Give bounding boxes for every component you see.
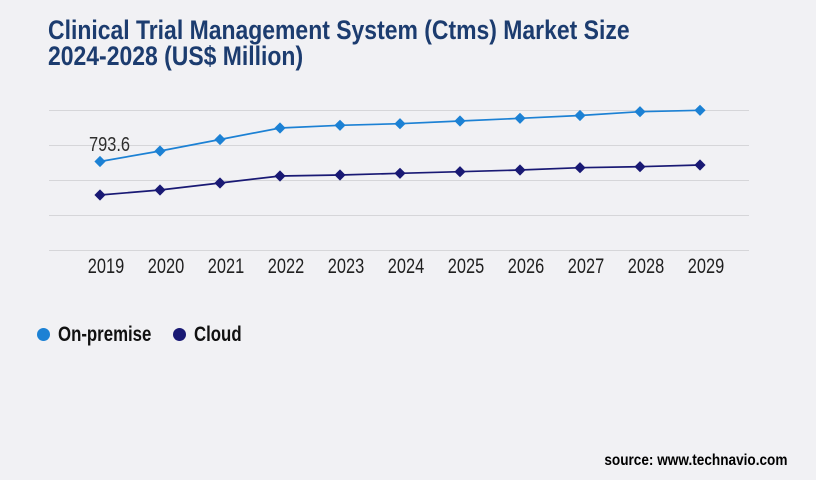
data-point-marker xyxy=(574,162,586,174)
data-point-marker xyxy=(634,161,646,173)
data-point-marker xyxy=(274,122,286,134)
legend-label-on-premise: On-premise xyxy=(58,323,152,346)
data-point-marker xyxy=(334,119,346,131)
x-tick-label-2027: 2027 xyxy=(567,255,605,278)
data-point-marker xyxy=(274,170,286,182)
data-point-marker xyxy=(514,164,526,176)
x-tick-label-2021: 2021 xyxy=(207,255,245,278)
x-tick-label-2022: 2022 xyxy=(267,255,305,278)
first-point-data-label: 793.6 xyxy=(89,134,131,156)
chart-title-line1: Clinical Trial Management System (Ctms) … xyxy=(48,15,630,45)
data-point-marker xyxy=(334,169,346,181)
x-tick-label-2019: 2019 xyxy=(87,255,125,278)
source-attribution: source: www.technavio.com xyxy=(603,452,787,469)
x-tick-label-2025: 2025 xyxy=(447,255,485,278)
chart-title-line2: 2024-2028 (US$ Million) xyxy=(48,41,304,71)
data-point-marker xyxy=(574,109,586,122)
x-tick-label-2026: 2026 xyxy=(507,255,545,278)
data-point-marker xyxy=(394,118,406,130)
x-tick-label-2029: 2029 xyxy=(687,255,725,278)
legend-dot-on-premise-icon xyxy=(37,328,50,341)
data-point-marker xyxy=(454,115,466,127)
data-point-marker xyxy=(454,166,466,178)
data-point-marker xyxy=(154,184,166,196)
data-point-marker xyxy=(394,167,406,179)
data-point-marker xyxy=(94,189,106,201)
legend-item-on-premise[interactable]: On-premise xyxy=(37,324,175,345)
data-point-marker xyxy=(634,106,646,118)
x-tick-label-2023: 2023 xyxy=(327,255,365,278)
data-point-marker xyxy=(94,155,106,168)
data-point-marker xyxy=(214,177,226,189)
data-point-marker xyxy=(514,112,526,124)
data-point-marker xyxy=(694,104,706,116)
data-point-marker xyxy=(214,133,226,146)
x-tick-label-2020: 2020 xyxy=(147,255,185,278)
legend-item-cloud[interactable]: Cloud xyxy=(173,324,253,345)
data-point-marker xyxy=(154,145,166,157)
x-tick-label-2024: 2024 xyxy=(387,255,425,278)
legend-dot-cloud-icon xyxy=(173,328,186,341)
legend-label-cloud: Cloud xyxy=(194,323,242,346)
chart-title: Clinical Trial Management System (Ctms) … xyxy=(48,15,660,71)
series-line-on-premise xyxy=(99,109,701,163)
data-point-marker xyxy=(694,159,706,171)
x-tick-label-2028: 2028 xyxy=(627,255,665,278)
